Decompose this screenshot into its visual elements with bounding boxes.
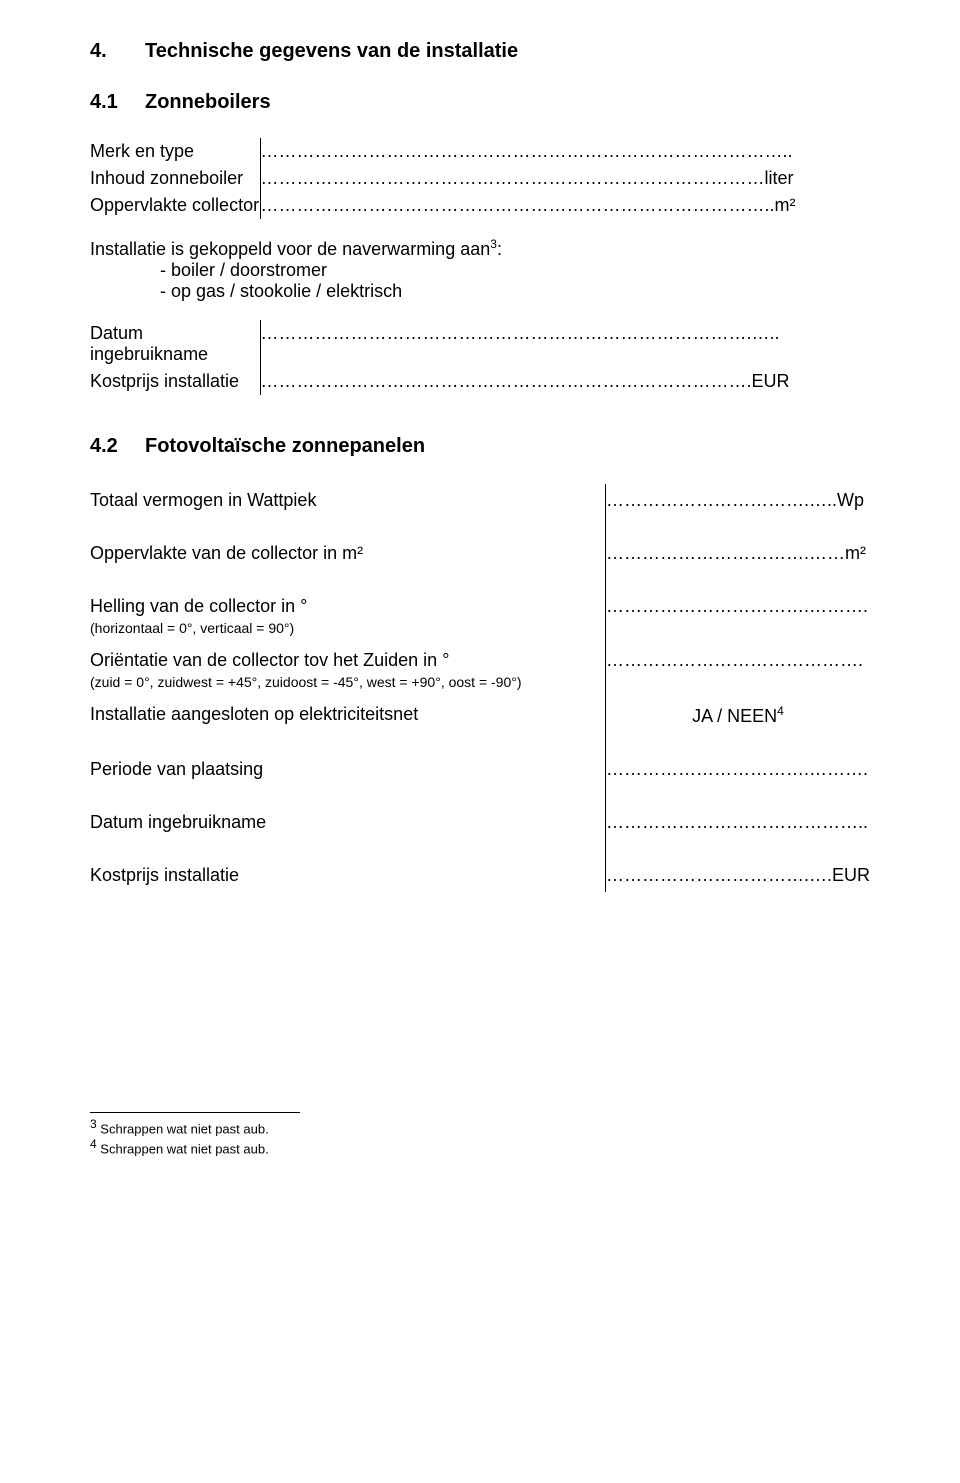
label-periode-plaatsing: Periode van plaatsing: [90, 753, 605, 786]
label-totaal-vermogen: Totaal vermogen in Wattpiek: [90, 484, 605, 517]
table-row: Totaal vermogen in Wattpiek …………………………….…: [90, 484, 870, 517]
value-helling: …………………………….……….: [605, 590, 870, 644]
value-oppervlakte: …………………………………………………………………………..m²: [260, 192, 870, 219]
value-merk-type: ……………………………………………………………………………..: [260, 138, 870, 165]
subsection-1-number: 4.1: [90, 91, 145, 114]
label-helling-note: (horizontaal = 0°, verticaal = 90°): [90, 620, 294, 636]
footnote-3-num: 3: [90, 1117, 97, 1131]
zonneboilers-table-top: Merk en type …………………………………………………………………………: [90, 138, 870, 219]
install-coupling-line: Installatie is gekoppeld voor de naverwa…: [90, 237, 870, 260]
install-option-1: - boiler / doorstromer: [160, 260, 870, 281]
install-coupling-text: Installatie is gekoppeld voor de naverwa…: [90, 239, 490, 259]
table-row: Helling van de collector in ° (horizonta…: [90, 590, 870, 644]
label-datum-ingebruikname: Datum ingebruikname: [90, 320, 260, 368]
label-kostprijs-pv: Kostprijs installatie: [90, 859, 605, 892]
row-spacer: [90, 517, 870, 537]
row-spacer: [90, 733, 870, 753]
section-number: 4.: [90, 40, 145, 63]
value-kostprijs-pv: …………………………….….EUR: [605, 859, 870, 892]
footnote-4: 4 Schrappen wat niet past aub.: [90, 1137, 870, 1156]
value-inhoud: …………………………………………………………………………liter: [260, 165, 870, 192]
subsection-1-heading: 4.1Zonneboilers: [90, 91, 870, 114]
zonneboilers-table-bottom: Datum ingebruikname ………………………………………………………: [90, 320, 870, 395]
label-kostprijs: Kostprijs installatie: [90, 368, 260, 395]
subsection-2-heading: 4.2Fotovoltaïsche zonnepanelen: [90, 435, 870, 458]
label-orientatie-note: (zuid = 0°, zuidwest = +45°, zuidoost = …: [90, 674, 522, 690]
value-orientatie: …………………………………….: [605, 644, 870, 698]
table-row: Installatie aangesloten op elektriciteit…: [90, 698, 870, 733]
footnote-ref-4: 4: [777, 704, 784, 718]
label-oppervlakte: Oppervlakte collector: [90, 192, 260, 219]
label-orientatie: Oriëntatie van de collector tov het Zuid…: [90, 644, 605, 698]
value-datum-ingebruikname: ……………………………………………………………………….…..: [260, 320, 870, 368]
label-inhoud: Inhoud zonneboiler: [90, 165, 260, 192]
footnotes: 3 Schrappen wat niet past aub. 4 Schrapp…: [90, 1117, 870, 1157]
table-row: Datum ingebruikname ………………………………………………………: [90, 320, 870, 368]
label-datum-ingebruikname-pv: Datum ingebruikname: [90, 806, 605, 839]
row-spacer: [90, 839, 870, 859]
table-row: Kostprijs installatie …………………………………………………: [90, 368, 870, 395]
footnote-rule: [90, 1112, 300, 1113]
label-orientatie-text: Oriëntatie van de collector tov het Zuid…: [90, 650, 449, 670]
footnote-4-text: Schrappen wat niet past aub.: [97, 1142, 269, 1157]
value-periode-plaatsing: …………………………….……….: [605, 753, 870, 786]
footnote-ref-3: 3: [490, 237, 497, 251]
footnote-3-text: Schrappen wat niet past aub.: [97, 1121, 269, 1136]
page: 4.Technische gegevens van de installatie…: [0, 0, 960, 1483]
table-row: Periode van plaatsing …………………………….……….: [90, 753, 870, 786]
install-coupling-block: Installatie is gekoppeld voor de naverwa…: [90, 237, 870, 302]
label-merk-type: Merk en type: [90, 138, 260, 165]
label-helling-text: Helling van de collector in °: [90, 596, 307, 616]
row-spacer: [90, 786, 870, 806]
table-row: Merk en type …………………………………………………………………………: [90, 138, 870, 165]
value-totaal-vermogen: …………………………….…..Wp: [605, 484, 870, 517]
value-aangesloten-net: JA / NEEN4: [605, 698, 870, 733]
install-option-2: - op gas / stookolie / elektrisch: [160, 281, 870, 302]
section-heading: 4.Technische gegevens van de installatie: [90, 40, 870, 63]
table-row: Kostprijs installatie …………………………….….EUR: [90, 859, 870, 892]
subsection-2-title: Fotovoltaïsche zonnepanelen: [145, 435, 425, 457]
label-helling: Helling van de collector in ° (horizonta…: [90, 590, 605, 644]
row-spacer: [90, 570, 870, 590]
table-row: Datum ingebruikname ……………………………………..: [90, 806, 870, 839]
subsection-2-number: 4.2: [90, 435, 145, 458]
pv-table: Totaal vermogen in Wattpiek …………………………….…: [90, 484, 870, 892]
table-row: Oppervlakte van de collector in m² ………………: [90, 537, 870, 570]
table-row: Oppervlakte collector …………………………………………………: [90, 192, 870, 219]
install-coupling-colon: :: [497, 239, 502, 259]
label-oppervlakte-collector: Oppervlakte van de collector in m²: [90, 537, 605, 570]
value-kostprijs: ……………………………………………………………………….EUR: [260, 368, 870, 395]
footnote-4-num: 4: [90, 1137, 97, 1151]
section-title: Technische gegevens van de installatie: [145, 40, 518, 62]
table-row: Inhoud zonneboiler …………………………………………………………: [90, 165, 870, 192]
label-aangesloten-net: Installatie aangesloten op elektriciteit…: [90, 698, 605, 733]
value-datum-ingebruikname-pv: ……………………………………..: [605, 806, 870, 839]
table-row: Oriëntatie van de collector tov het Zuid…: [90, 644, 870, 698]
value-aangesloten-net-text: JA / NEEN: [692, 706, 777, 726]
subsection-1-title: Zonneboilers: [145, 91, 271, 113]
footnote-3: 3 Schrappen wat niet past aub.: [90, 1117, 870, 1136]
value-oppervlakte-collector: …………………………….……m²: [605, 537, 870, 570]
